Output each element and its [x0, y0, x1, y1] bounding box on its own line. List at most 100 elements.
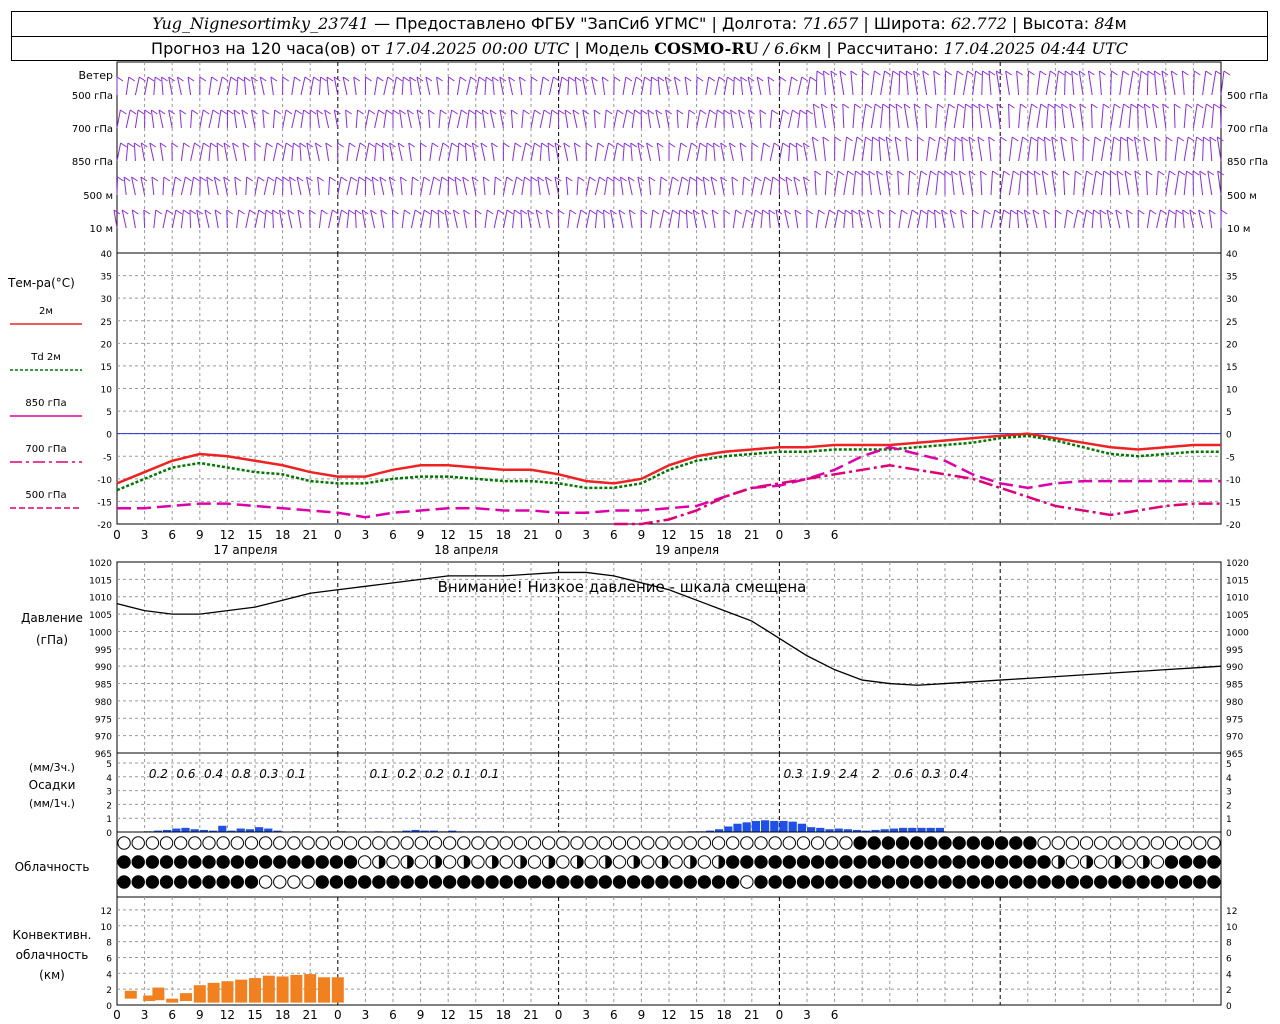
wind-barb-feather — [511, 109, 518, 115]
conv-time-tick-label: 6 — [168, 1008, 176, 1022]
cloud-circle — [343, 875, 358, 889]
wind-barb — [824, 209, 830, 229]
cloud-circle — [1093, 875, 1108, 889]
wind-barb — [425, 76, 431, 96]
wind-barb-feather — [1168, 209, 1176, 215]
wind-barb-feather — [309, 109, 317, 115]
wind-barb — [263, 209, 267, 229]
wind-barb-feather — [1069, 103, 1077, 109]
wind-barb — [300, 109, 305, 129]
wind-barb — [471, 142, 477, 162]
cloud-cover-icon — [584, 855, 598, 869]
time-tick-label: 15 — [247, 528, 262, 542]
cloud-circle — [754, 855, 768, 869]
cloud-circle — [1122, 836, 1136, 850]
wind-barb — [926, 170, 932, 196]
conv-ytick-left: 8 — [106, 939, 112, 949]
cloud-circle — [1136, 836, 1150, 850]
wind-barb — [168, 76, 173, 96]
cloud-cover-icon — [909, 855, 924, 869]
cloud-circle — [471, 875, 485, 889]
cloud-cover-icon — [711, 855, 726, 869]
wind-barb — [775, 209, 780, 229]
wind-barb — [1051, 170, 1056, 196]
cloud-circle — [924, 875, 938, 889]
cloud-cover-icon — [1207, 855, 1221, 869]
wind-barb — [374, 109, 380, 129]
wind-barb — [999, 209, 1005, 229]
wind-barb — [291, 142, 294, 162]
cloud-cover-icon — [612, 836, 627, 850]
wind-barb-feather — [693, 209, 700, 215]
wind-barb — [361, 209, 366, 229]
time-tick-label: 0 — [113, 528, 121, 542]
wind-barb — [1192, 136, 1198, 162]
wind-barb — [401, 209, 405, 229]
wind-barb — [272, 109, 276, 129]
wind-barb — [916, 209, 922, 229]
pressure-ytick-right: 970 — [1226, 733, 1243, 743]
wind-barb-feather — [1199, 170, 1207, 176]
cloud-cover-icon — [1065, 875, 1080, 889]
wind-barb-feather — [743, 176, 751, 182]
precip-bar — [420, 830, 429, 832]
cloud-circle — [117, 855, 131, 869]
wind-barb — [289, 176, 293, 196]
cloud-cover-icon — [867, 875, 881, 889]
cloud-cover-icon — [825, 875, 839, 889]
cloud-circle — [1193, 875, 1207, 889]
wind-barb-feather — [624, 142, 631, 148]
wind-barb-feather — [957, 103, 965, 109]
wind-barb-feather — [306, 142, 314, 148]
model-label: Модель — [584, 39, 650, 58]
wind-barb — [214, 209, 219, 229]
cloud-circle — [442, 855, 457, 869]
wind-barb — [742, 209, 747, 229]
wind-barb — [778, 76, 781, 96]
cloud-half — [463, 855, 470, 869]
cloud-circle — [173, 836, 188, 850]
cloud-circle — [188, 836, 202, 850]
wind-barb — [723, 76, 728, 96]
wind-barb-feather — [616, 142, 624, 148]
cloud-cover-icon — [287, 836, 301, 850]
wind-barb-feather — [988, 136, 995, 142]
cloud-half — [690, 855, 697, 869]
cloud-cover-icon — [1164, 855, 1179, 869]
wind-barb-feather — [561, 76, 569, 82]
wind-barb — [1079, 103, 1084, 129]
wind-barb — [345, 109, 348, 129]
wind-barb — [1078, 70, 1084, 96]
wind-barb-feather — [534, 142, 541, 148]
cloud-cover-icon — [1009, 836, 1023, 850]
pressure-ytick-right: 965 — [1226, 750, 1243, 760]
cloud-circle — [570, 836, 584, 850]
wind-barb — [548, 76, 554, 96]
cloud-circle — [329, 875, 344, 889]
wind-barb — [620, 176, 624, 196]
wind-barb — [521, 142, 527, 162]
wind-barb — [1027, 136, 1032, 162]
wind-barb — [990, 170, 994, 196]
wind-barb-feather — [499, 76, 507, 82]
precip-bar — [825, 829, 834, 832]
wind-barb-feather — [689, 176, 697, 182]
wind-barb — [196, 209, 201, 229]
wind-barb-feather — [696, 176, 703, 182]
cloud-cover-icon — [301, 875, 315, 889]
wind-barb-feather — [359, 142, 367, 148]
cloud-cover-icon — [442, 855, 457, 869]
wind-barb — [346, 142, 350, 162]
wind-barb-feather — [1078, 70, 1086, 76]
wind-barb-feather — [306, 176, 313, 182]
wind-barb-feather — [1116, 170, 1124, 176]
wind-barb-feather — [794, 209, 802, 215]
pressure-ytick-right: 1010 — [1226, 594, 1249, 604]
wind-barb-feather — [703, 176, 710, 182]
wind-barb-feather — [655, 109, 663, 115]
cloud-circle — [924, 836, 938, 850]
wind-barb-feather — [984, 209, 991, 215]
cloud-circle — [258, 875, 273, 889]
wind-barb — [168, 109, 173, 129]
wind-barb — [1198, 209, 1204, 229]
